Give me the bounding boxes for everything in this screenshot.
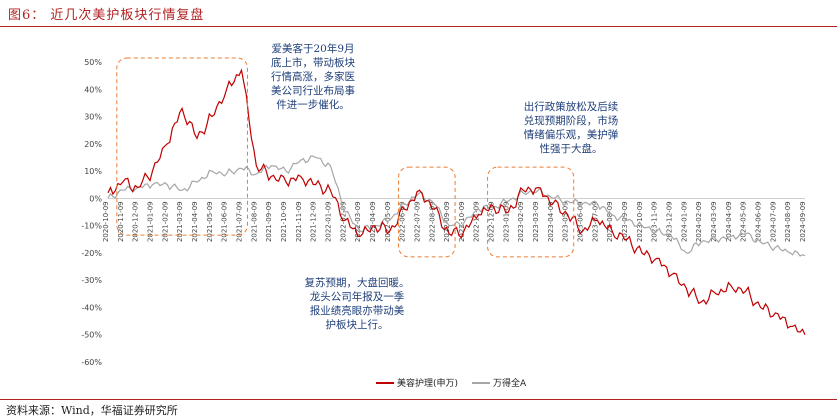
x-tick-label: 2024-09-09 <box>799 201 807 242</box>
x-tick-label: 2024-04-09 <box>725 201 733 242</box>
x-tick-label: 2023-04-09 <box>547 201 555 242</box>
annotation-a3: 复苏预期，大盘回暖。 龙头公司年报及一季 报业绩亮眼亦带动美 护板块上行。 <box>292 276 422 332</box>
y-tick-label: 10% <box>84 167 102 176</box>
x-tick-label: 2023-01-09 <box>502 201 510 242</box>
bottom-rule <box>0 399 837 400</box>
x-tick-label: 2023-03-09 <box>532 201 540 242</box>
x-tick-label: 2020-10-09 <box>102 201 110 242</box>
legend-label-beauty: 美容护理(申万) <box>397 379 459 389</box>
x-tick-label: 2022-06-09 <box>399 201 407 242</box>
highlight-box-2 <box>398 166 456 258</box>
annotation-line: 复苏预期，大盘回暖。 <box>304 277 410 289</box>
annotation-line: 兑现预期阶段，市场 <box>523 115 619 127</box>
annotation-line: 爱美客于20年9月 <box>271 43 355 55</box>
x-tick-label: 2021-02-09 <box>161 201 169 242</box>
annotation-line: 性强于大盘。 <box>539 143 603 155</box>
x-tick-label: 2021-11-09 <box>295 201 303 242</box>
x-tick-label: 2021-03-09 <box>176 201 184 242</box>
annotation-line: 美公司行业布局事 <box>271 85 355 97</box>
annotation-line: 行情高涨，多家医 <box>271 71 355 83</box>
x-tick-label: 2023-08-09 <box>606 201 614 242</box>
x-tick-label: 2021-04-09 <box>191 201 199 242</box>
x-tick-label: 2024-07-09 <box>769 201 777 242</box>
annotation-line: 龙头公司年报及一季 <box>309 291 405 303</box>
annotation-line: 护板块上行。 <box>325 319 389 331</box>
x-tick-label: 2022-07-09 <box>413 201 421 242</box>
highlight-box-1 <box>116 57 248 236</box>
x-tick-label: 2021-07-09 <box>235 201 243 242</box>
y-tick-label: 50% <box>84 58 102 67</box>
x-tick-label: 2023-06-09 <box>577 201 585 242</box>
annotation-line: 情绪偏乐观，美护弹 <box>523 129 619 141</box>
x-tick-label: 2023-09-09 <box>621 201 629 242</box>
y-tick-label: -60% <box>81 358 102 367</box>
x-tick-label: 2024-06-09 <box>755 201 763 242</box>
y-tick-label: 0% <box>89 194 102 203</box>
series-line-beauty <box>107 68 806 335</box>
y-tick-label: -50% <box>81 331 102 340</box>
x-tick-label: 2022-08-09 <box>428 201 436 242</box>
x-tick-label: 2021-12-09 <box>310 201 318 242</box>
y-tick-label: 40% <box>84 85 102 94</box>
x-tick-label: 2021-08-09 <box>250 201 258 242</box>
x-tick-label: 2022-02-09 <box>339 201 347 242</box>
legend-label-wind: 万得全A <box>493 379 527 389</box>
y-tick-label: 30% <box>84 113 102 122</box>
legend-swatch-wind <box>472 381 491 384</box>
legend-item-beauty: 美容护理(申万) <box>376 376 458 389</box>
x-tick-label: 2021-10-09 <box>280 201 288 242</box>
x-tick-label: 2023-05-09 <box>562 201 570 242</box>
x-tick-label: 2024-08-09 <box>784 201 792 242</box>
x-tick-label: 2021-01-09 <box>146 201 154 242</box>
x-tick-label: 2024-05-09 <box>740 201 748 242</box>
annotation-line: 底上市，带动板块 <box>271 57 355 69</box>
x-tick-label: 2021-05-09 <box>206 201 214 242</box>
series-line-wind <box>107 155 806 257</box>
annotation-a1: 爱美客于20年9月 底上市，带动板块 行情高涨，多家医 美公司行业布局事 件进一… <box>258 42 368 112</box>
x-tick-label: 2023-10-09 <box>636 201 644 242</box>
x-tick-label: 2024-02-09 <box>695 201 703 242</box>
y-tick-label: -10% <box>81 222 102 231</box>
y-tick-label: -40% <box>81 303 102 312</box>
x-tick-label: 2024-03-09 <box>710 201 718 242</box>
y-tick-label: 20% <box>84 140 102 149</box>
x-tick-label: 2022-11-09 <box>473 201 481 242</box>
annotation-line: 报业绩亮眼亦带动美 <box>309 305 405 317</box>
x-tick-label: 2024-01-09 <box>680 201 688 242</box>
x-tick-label: 2022-12-09 <box>488 201 496 242</box>
x-tick-label: 2022-04-09 <box>369 201 377 242</box>
legend-item-wind: 万得全A <box>472 376 526 389</box>
x-tick-label: 2020-11-09 <box>117 201 125 242</box>
source-note: 资料来源：Wind，华福证券研究所 <box>6 404 178 417</box>
x-tick-label: 2022-10-09 <box>458 201 466 242</box>
y-tick-label: -30% <box>81 276 102 285</box>
title-rule <box>0 26 837 27</box>
x-tick-label: 2023-02-09 <box>517 201 525 242</box>
legend-swatch-beauty <box>376 381 394 384</box>
x-tick-label: 2023-12-09 <box>666 201 674 242</box>
x-tick-label: 2023-11-09 <box>651 201 659 242</box>
highlight-box-3 <box>487 166 575 258</box>
annotation-a2: 出行政策放松及后续 兑现预期阶段，市场 情绪偏乐观，美护弹 性强于大盘。 <box>506 100 636 156</box>
x-tick-label: 2020-12-09 <box>132 201 140 242</box>
y-tick-label: -20% <box>81 249 102 258</box>
annotation-line: 件进一步催化。 <box>276 99 350 111</box>
x-tick-label: 2021-09-09 <box>265 201 273 242</box>
x-tick-label: 2022-01-09 <box>324 201 332 242</box>
figure-title: 图6： 近几次美护板块行情复盘 <box>8 8 205 23</box>
x-tick-label: 2021-06-09 <box>221 201 229 242</box>
line-chart: -60% -50% -40% -30% -20% -10% 0% 10% 20% 30% 40% 50… <box>81 57 807 367</box>
x-tick-label: 2022-03-09 <box>354 201 362 242</box>
x-tick-label: 2023-07-09 <box>591 201 599 242</box>
annotation-line: 出行政策放松及后续 <box>523 101 619 113</box>
chart-legend: 美容护理(申万) 万得全A <box>376 376 534 389</box>
